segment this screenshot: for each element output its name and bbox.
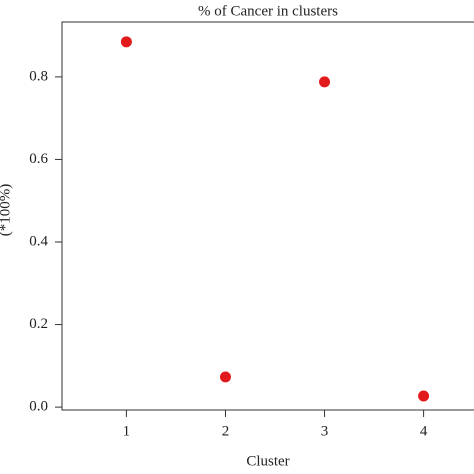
y-tick-label: 0.6	[29, 151, 48, 167]
y-tick-label: 0.4	[29, 233, 48, 249]
y-tick-label: 0.2	[29, 316, 48, 332]
y-axis-label: (*100%)	[0, 184, 13, 237]
x-axis-label: Cluster	[246, 453, 289, 469]
y-tick-label: 0.8	[29, 68, 48, 84]
x-tick-label: 4	[420, 423, 428, 439]
x-tick-label: 1	[123, 423, 131, 439]
x-tick-label: 3	[321, 423, 329, 439]
point	[120, 36, 132, 48]
y-tick-label: 0.0	[29, 399, 48, 415]
point	[219, 371, 231, 383]
plot-frame	[61, 21, 474, 411]
x-tick-label: 2	[222, 423, 230, 439]
point	[319, 76, 331, 88]
chart-title: % of Cancer in clusters	[198, 3, 338, 19]
point	[418, 390, 430, 402]
